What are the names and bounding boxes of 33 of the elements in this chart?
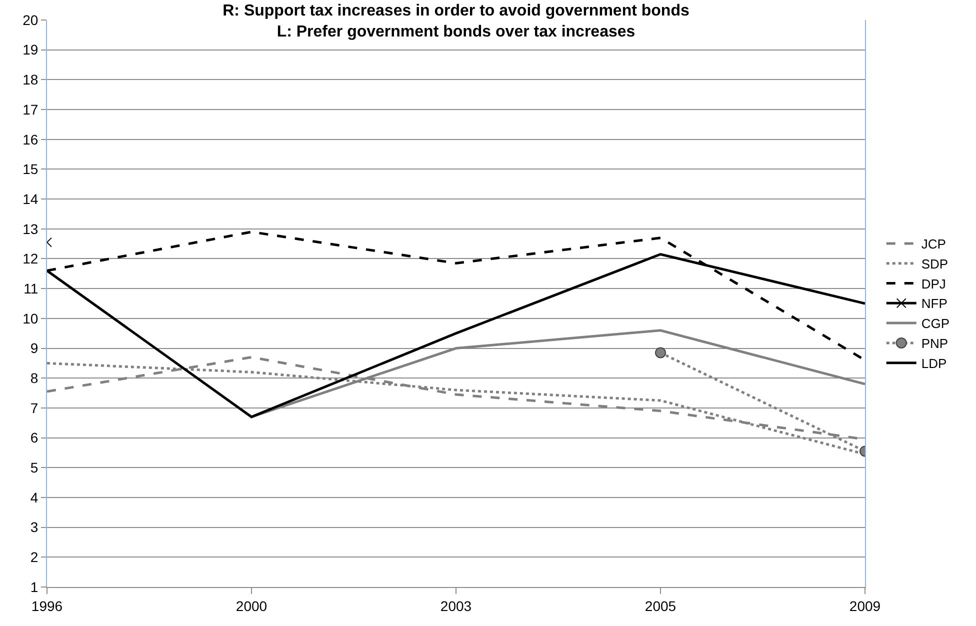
x-tick-label: 2009 <box>849 598 881 614</box>
y-tick-label: 14 <box>22 190 38 207</box>
y-tick-label: 3 <box>30 519 38 536</box>
y-tick-label: 1 <box>30 578 38 595</box>
y-tick-label: 17 <box>22 101 38 118</box>
x-tick-label: 2000 <box>236 598 268 614</box>
y-tick-label: 6 <box>30 430 38 446</box>
y-tick-label: 7 <box>30 400 38 416</box>
legend-label: JCP <box>921 236 946 252</box>
legend-label: SDP <box>921 256 948 272</box>
y-tick-label: 2 <box>30 549 38 566</box>
x-tick-label: 2003 <box>440 598 472 614</box>
y-tick-label: 11 <box>24 280 38 296</box>
y-tick-label: 18 <box>22 72 38 88</box>
y-tick-label: 10 <box>22 310 38 326</box>
y-tick-label: 13 <box>22 220 38 237</box>
legend-label: LDP <box>921 356 947 371</box>
y-tick-label: 19 <box>22 42 38 58</box>
y-tick-label: 8 <box>30 370 38 386</box>
x-tick-label: 2005 <box>644 598 676 614</box>
y-tick-label: 20 <box>22 12 38 28</box>
legend-label: DPJ <box>921 276 946 292</box>
y-tick-label: 5 <box>30 460 38 476</box>
y-tick-label: 9 <box>30 340 38 356</box>
y-tick-label: 4 <box>30 489 38 506</box>
y-tick-label: 12 <box>22 250 38 267</box>
y-tick-label: 16 <box>22 131 38 148</box>
chart-title: R: Support tax increases in order to avoid government bonds L: Prefer government bonds over tax increases <box>222 2 690 40</box>
legend-label: NFP <box>921 296 948 312</box>
legend-label: CGP <box>921 316 950 332</box>
y-tick-label: 15 <box>22 161 38 178</box>
x-tick-label: 1996 <box>31 598 63 614</box>
legend-label: PNP <box>921 336 948 352</box>
